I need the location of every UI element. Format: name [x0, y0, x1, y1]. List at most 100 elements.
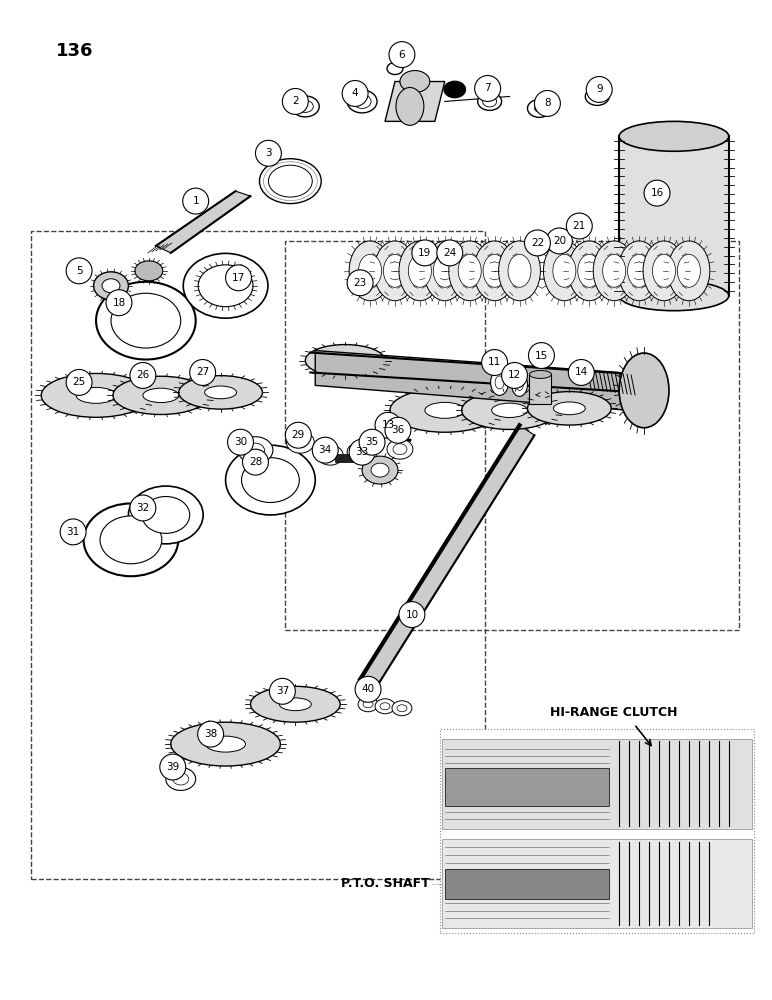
- Ellipse shape: [317, 445, 344, 465]
- Ellipse shape: [384, 254, 407, 287]
- Ellipse shape: [462, 391, 557, 429]
- Bar: [32, 231, 485, 879]
- Ellipse shape: [495, 376, 504, 389]
- Ellipse shape: [390, 388, 499, 432]
- Ellipse shape: [619, 353, 669, 428]
- Circle shape: [547, 228, 572, 254]
- Ellipse shape: [387, 439, 413, 459]
- Text: 35: 35: [365, 437, 379, 447]
- Text: 20: 20: [553, 236, 566, 246]
- Text: 136: 136: [56, 42, 93, 60]
- Text: 30: 30: [234, 437, 247, 447]
- Ellipse shape: [459, 254, 481, 287]
- Text: P.T.O. SHAFT: P.T.O. SHAFT: [341, 877, 430, 890]
- Ellipse shape: [534, 105, 544, 112]
- Ellipse shape: [305, 345, 385, 376]
- Text: 13: 13: [381, 420, 394, 430]
- Ellipse shape: [171, 722, 280, 766]
- Ellipse shape: [643, 241, 685, 301]
- Ellipse shape: [425, 402, 465, 418]
- Ellipse shape: [483, 254, 506, 287]
- Circle shape: [586, 77, 612, 102]
- Text: 21: 21: [573, 221, 586, 231]
- Bar: [445, 768, 609, 806]
- Text: 14: 14: [574, 367, 588, 377]
- Text: 2: 2: [292, 96, 299, 106]
- Ellipse shape: [593, 241, 635, 301]
- Circle shape: [60, 519, 86, 545]
- Text: 4: 4: [352, 88, 358, 98]
- Circle shape: [130, 362, 156, 388]
- Text: 1: 1: [192, 196, 199, 206]
- Ellipse shape: [128, 486, 203, 544]
- Circle shape: [242, 449, 269, 475]
- Text: 32: 32: [136, 503, 150, 513]
- Circle shape: [534, 90, 560, 116]
- Circle shape: [256, 140, 281, 166]
- Circle shape: [283, 88, 308, 114]
- Circle shape: [347, 270, 373, 296]
- Text: 31: 31: [66, 527, 80, 537]
- Circle shape: [228, 429, 253, 455]
- Circle shape: [385, 417, 411, 443]
- Text: HI-RANGE CLUTCH: HI-RANGE CLUTCH: [550, 706, 678, 719]
- Text: 10: 10: [405, 610, 418, 620]
- Circle shape: [286, 422, 311, 448]
- Bar: [445, 869, 609, 899]
- Ellipse shape: [618, 241, 660, 301]
- Ellipse shape: [96, 282, 195, 360]
- Circle shape: [644, 180, 670, 206]
- Ellipse shape: [330, 355, 360, 366]
- Circle shape: [529, 343, 554, 368]
- Ellipse shape: [392, 701, 412, 716]
- Ellipse shape: [297, 100, 313, 112]
- Circle shape: [375, 412, 401, 438]
- Ellipse shape: [269, 165, 312, 197]
- Text: 40: 40: [361, 684, 374, 694]
- Ellipse shape: [424, 241, 466, 301]
- Circle shape: [399, 602, 425, 628]
- Bar: [442, 839, 752, 928]
- Circle shape: [160, 754, 186, 780]
- Ellipse shape: [397, 705, 407, 712]
- Ellipse shape: [474, 241, 516, 301]
- Text: 8: 8: [544, 98, 550, 108]
- Circle shape: [269, 678, 296, 704]
- Ellipse shape: [527, 392, 611, 425]
- Ellipse shape: [380, 703, 390, 710]
- Ellipse shape: [205, 736, 245, 752]
- Ellipse shape: [358, 697, 378, 712]
- Ellipse shape: [347, 90, 377, 113]
- Ellipse shape: [603, 254, 625, 287]
- Ellipse shape: [286, 431, 314, 453]
- Ellipse shape: [353, 94, 371, 108]
- Bar: [335, 454, 360, 462]
- Ellipse shape: [652, 254, 676, 287]
- Ellipse shape: [250, 686, 340, 722]
- Text: 16: 16: [650, 188, 664, 198]
- Ellipse shape: [554, 402, 585, 415]
- Ellipse shape: [238, 437, 273, 464]
- Ellipse shape: [323, 450, 337, 461]
- Circle shape: [66, 369, 92, 395]
- Ellipse shape: [179, 376, 262, 409]
- Polygon shape: [156, 191, 250, 253]
- Circle shape: [342, 81, 368, 106]
- Text: 15: 15: [535, 351, 548, 361]
- Ellipse shape: [449, 241, 491, 301]
- Ellipse shape: [619, 121, 729, 151]
- Text: 11: 11: [488, 357, 501, 367]
- Ellipse shape: [516, 378, 523, 390]
- Text: 24: 24: [443, 248, 456, 258]
- Ellipse shape: [358, 254, 381, 287]
- Text: 38: 38: [204, 729, 217, 739]
- Text: 18: 18: [113, 298, 126, 308]
- Ellipse shape: [41, 373, 151, 417]
- Ellipse shape: [93, 272, 128, 300]
- Text: 25: 25: [73, 377, 86, 387]
- Ellipse shape: [492, 403, 527, 417]
- Ellipse shape: [166, 768, 195, 790]
- Bar: [440, 729, 753, 933]
- Text: 7: 7: [484, 83, 491, 93]
- Ellipse shape: [527, 99, 551, 117]
